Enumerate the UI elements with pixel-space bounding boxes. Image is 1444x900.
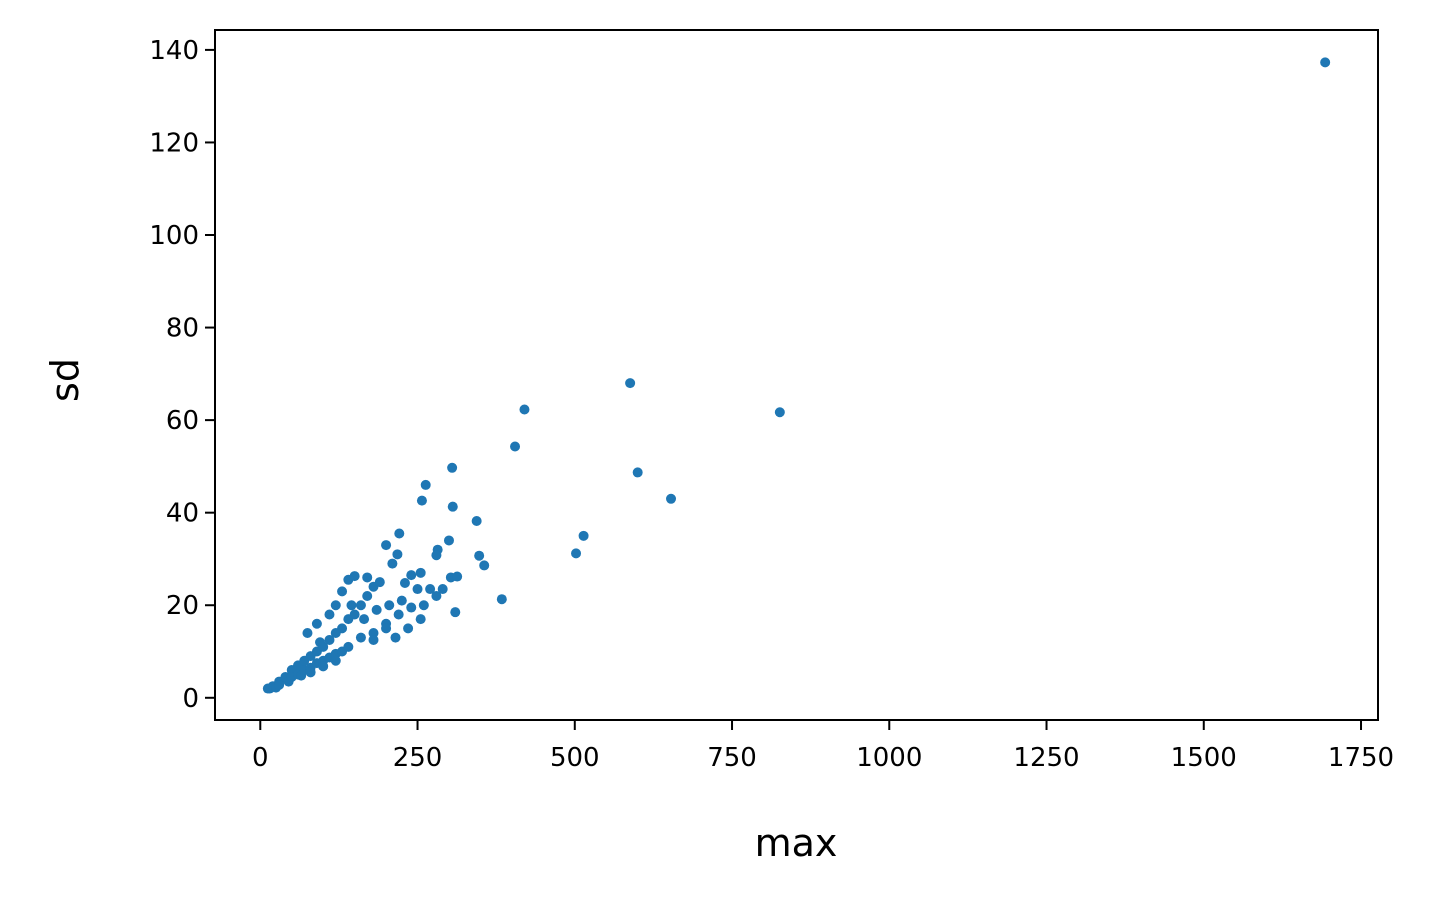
point	[318, 641, 329, 652]
point	[394, 528, 405, 539]
point	[392, 549, 403, 560]
point	[362, 590, 373, 601]
point	[399, 578, 410, 589]
point	[318, 661, 329, 672]
x-tick-label: 0	[252, 743, 269, 773]
point	[471, 516, 482, 527]
x-tick-label: 1750	[1328, 743, 1394, 773]
point	[387, 558, 398, 569]
x-tick-label: 250	[393, 743, 443, 773]
point	[443, 535, 454, 546]
point	[416, 495, 427, 506]
x-tick-label: 1250	[1013, 743, 1079, 773]
point	[396, 595, 407, 606]
point	[406, 570, 417, 581]
point	[349, 609, 360, 620]
point	[496, 594, 507, 605]
point	[302, 627, 313, 638]
point	[324, 634, 335, 645]
point	[368, 627, 379, 638]
point	[355, 600, 366, 611]
point	[479, 560, 490, 571]
point	[431, 590, 442, 601]
point	[450, 607, 461, 618]
point	[632, 467, 643, 478]
point	[415, 567, 426, 578]
point	[447, 501, 458, 512]
point	[349, 571, 360, 582]
point	[437, 584, 448, 595]
y-tick-label: 100	[149, 221, 199, 251]
point	[346, 600, 357, 611]
point	[311, 618, 322, 629]
point	[343, 641, 354, 652]
point	[362, 572, 373, 583]
point	[425, 584, 436, 595]
y-axis-label: sd	[43, 358, 87, 402]
point	[337, 586, 348, 597]
x-tick-label: 500	[550, 743, 600, 773]
plot-frame	[214, 29, 1379, 721]
y-tick-label: 20	[166, 591, 199, 621]
x-tick-label: 750	[707, 743, 757, 773]
point	[774, 407, 785, 418]
point	[355, 632, 366, 643]
point	[431, 550, 442, 561]
point	[371, 604, 382, 615]
point	[571, 548, 582, 559]
y-tick-label: 120	[149, 128, 199, 158]
point	[274, 679, 285, 690]
point	[330, 655, 341, 666]
x-axis-label: max	[755, 821, 838, 865]
point	[330, 600, 341, 611]
point	[510, 441, 521, 452]
point	[474, 550, 485, 561]
point	[625, 378, 636, 389]
point	[403, 623, 414, 634]
point	[381, 540, 392, 551]
y-tick-label: 40	[166, 499, 199, 529]
point	[337, 623, 348, 634]
point	[368, 634, 379, 645]
point	[447, 462, 458, 473]
y-tick-label: 0	[182, 684, 199, 714]
point	[415, 614, 426, 625]
point	[384, 600, 395, 611]
point	[519, 404, 530, 415]
x-tick-label: 1000	[856, 743, 922, 773]
point	[324, 609, 335, 620]
point	[359, 614, 370, 625]
point	[1320, 57, 1331, 68]
y-tick-label: 140	[149, 36, 199, 66]
point	[412, 584, 423, 595]
point	[406, 602, 417, 613]
y-tick-label: 60	[166, 406, 199, 436]
point	[390, 632, 401, 643]
point	[381, 623, 392, 634]
point	[374, 577, 385, 588]
point	[305, 667, 316, 678]
point	[393, 609, 404, 620]
point	[420, 479, 431, 490]
point	[666, 493, 677, 504]
point	[452, 571, 463, 582]
point	[578, 530, 589, 541]
x-tick-label: 1500	[1171, 743, 1237, 773]
y-tick-label: 80	[166, 314, 199, 344]
point	[418, 600, 429, 611]
